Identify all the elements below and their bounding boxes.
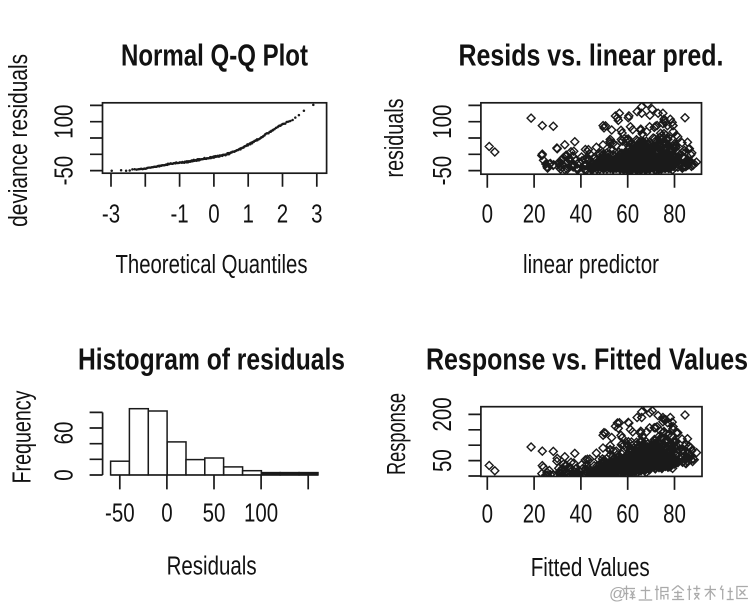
svg-text:-1: -1 [171, 200, 189, 228]
svg-text:0: 0 [208, 200, 219, 228]
svg-text:Response vs. Fitted Values: Response vs. Fitted Values [426, 342, 748, 377]
svg-text:20: 20 [523, 501, 546, 529]
svg-text:-50: -50 [105, 500, 135, 528]
svg-text:-3: -3 [102, 200, 120, 228]
svg-text:0: 0 [482, 200, 493, 228]
svg-text:100: 100 [51, 105, 79, 139]
svg-text:0: 0 [51, 469, 79, 480]
svg-text:Resids vs. linear pred.: Resids vs. linear pred. [459, 38, 724, 73]
svg-text:residuals: residuals [381, 99, 409, 178]
svg-text:Normal Q-Q Plot: Normal Q-Q Plot [121, 38, 308, 73]
svg-text:50: 50 [429, 449, 457, 472]
svg-text:0: 0 [482, 501, 493, 529]
svg-text:200: 200 [429, 397, 457, 431]
svg-text:Residuals: Residuals [167, 552, 257, 580]
svg-text:Theoretical Quantiles: Theoretical Quantiles [116, 251, 308, 279]
svg-text:100: 100 [244, 500, 278, 528]
svg-text:Fitted Values: Fitted Values [531, 554, 650, 582]
svg-text:50: 50 [203, 500, 226, 528]
svg-text:Histogram of residuals: Histogram of residuals [78, 342, 345, 377]
svg-text:Frequency: Frequency [9, 390, 37, 483]
svg-text:80: 80 [663, 501, 686, 529]
svg-text:@: @ [609, 584, 626, 603]
svg-text:60: 60 [51, 422, 79, 445]
svg-text:1: 1 [243, 200, 254, 228]
svg-text:Response: Response [383, 393, 411, 475]
svg-text:20: 20 [523, 200, 546, 228]
svg-text:-50: -50 [51, 156, 79, 186]
svg-text:deviance residuals: deviance residuals [5, 54, 33, 227]
svg-text:3: 3 [311, 200, 322, 228]
svg-text:-50: -50 [429, 156, 457, 186]
svg-text:60: 60 [616, 501, 639, 529]
svg-text:40: 40 [570, 200, 593, 228]
svg-text:2: 2 [277, 200, 288, 228]
svg-text:100: 100 [429, 105, 457, 139]
svg-text:40: 40 [570, 501, 593, 529]
svg-text:linear predictor: linear predictor [523, 251, 659, 279]
svg-text:80: 80 [663, 200, 686, 228]
svg-text:0: 0 [161, 500, 172, 528]
svg-text:60: 60 [616, 200, 639, 228]
